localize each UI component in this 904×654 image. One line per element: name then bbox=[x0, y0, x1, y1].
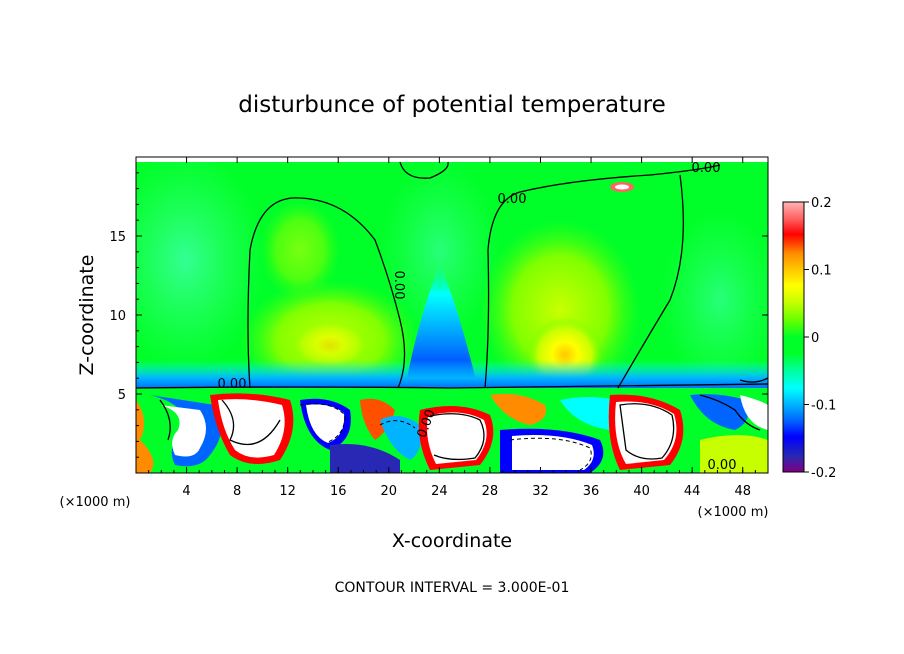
chart-title: disturbunce of potential temperature bbox=[238, 92, 666, 118]
colorbar-tick-label: 0.2 bbox=[811, 196, 832, 211]
contour-right-cell-east bbox=[617, 174, 684, 389]
y-axis: 5 10 15 bbox=[109, 172, 768, 458]
x-axis: 4 8 12 16 20 24 28 32 36 40 44 48 bbox=[148, 157, 756, 499]
contour-label: 0.00 bbox=[708, 458, 737, 473]
plot-field bbox=[136, 157, 768, 473]
x-tick-label: 36 bbox=[583, 484, 600, 499]
contour-low-1 bbox=[159, 399, 171, 441]
contour-interval-note: CONTOUR INTERVAL = 3.000E-01 bbox=[335, 580, 570, 596]
colorbar-tick-label: -0.2 bbox=[811, 466, 836, 481]
x-tick-label: 28 bbox=[482, 484, 499, 499]
x-tick-label: 40 bbox=[633, 484, 650, 499]
colorbar-ticks: 0.2 0.1 0 -0.1 -0.2 bbox=[804, 196, 836, 481]
dashed-contour-2 bbox=[509, 437, 592, 471]
y-axis-title: Z-coordinate bbox=[76, 255, 98, 376]
contour-right-cell bbox=[484, 164, 721, 389]
contour-low-4 bbox=[619, 403, 675, 460]
x-unit-left: (×1000 m) bbox=[60, 495, 131, 510]
x-tick-label: 48 bbox=[734, 484, 751, 499]
contour-left-cell bbox=[247, 197, 406, 389]
x-tick-label: 24 bbox=[431, 484, 448, 499]
contour-label: 0.00 bbox=[692, 161, 721, 176]
colorbar-tick-label: -0.1 bbox=[811, 399, 836, 414]
x-unit-right: (×1000 m) bbox=[698, 505, 769, 520]
dashed-contour-3 bbox=[379, 420, 416, 429]
contour-label: 0.00 bbox=[218, 377, 247, 392]
y-tick-label: 15 bbox=[109, 230, 126, 245]
contour-low-2 bbox=[221, 399, 281, 446]
contour-lines bbox=[136, 161, 768, 461]
x-tick-label: 44 bbox=[684, 484, 701, 499]
x-tick-label: 16 bbox=[330, 484, 347, 499]
contour-top bbox=[399, 161, 449, 179]
colorbar-tick-label: 0.1 bbox=[811, 264, 832, 279]
colorbar-tick-label: 0 bbox=[811, 331, 819, 346]
contour-label: 0.00 bbox=[498, 192, 527, 207]
contour-low-6 bbox=[739, 377, 768, 383]
contour-low-5 bbox=[699, 394, 761, 431]
x-tick-label: 20 bbox=[381, 484, 398, 499]
x-tick-label: 32 bbox=[532, 484, 549, 499]
contour-label: 0.00 bbox=[391, 271, 406, 300]
colorbar bbox=[782, 201, 805, 473]
negative-contours bbox=[299, 403, 592, 471]
x-axis-title: X-coordinate bbox=[392, 530, 512, 552]
y-tick-label: 10 bbox=[109, 309, 126, 324]
dashed-contour-1 bbox=[299, 403, 346, 443]
x-tick-label: 12 bbox=[279, 484, 296, 499]
y-tick-label: 5 bbox=[118, 388, 126, 403]
contour-inversion bbox=[136, 383, 768, 389]
contour-low-3 bbox=[429, 413, 485, 461]
x-tick-label: 4 bbox=[182, 484, 190, 499]
x-tick-label: 8 bbox=[233, 484, 241, 499]
